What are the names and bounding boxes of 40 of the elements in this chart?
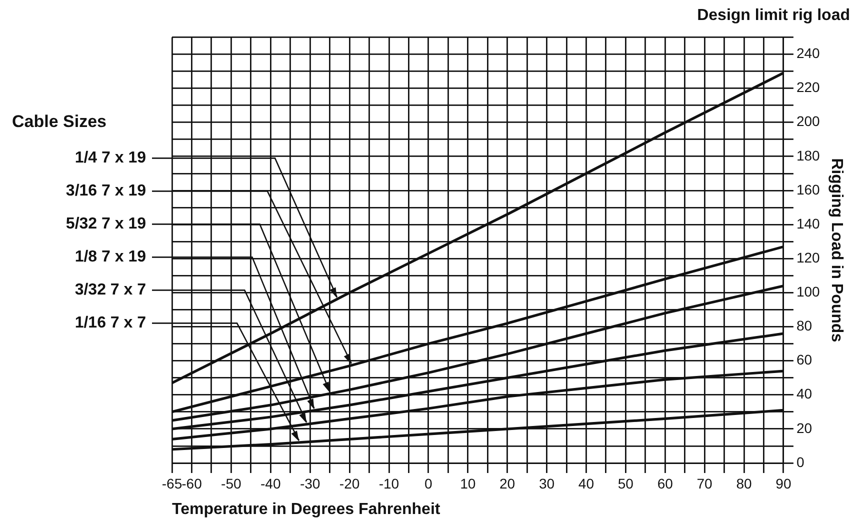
text: 5/32 7 x 19 bbox=[66, 216, 146, 233]
x-tick-label: -20 bbox=[339, 475, 360, 492]
y-tick-label: 20 bbox=[796, 420, 812, 436]
y-tick-label: 220 bbox=[796, 79, 820, 96]
y-tick-label: 200 bbox=[796, 113, 820, 130]
text: 3/16 7 x 19 bbox=[66, 182, 146, 200]
x-tick-label: 70 bbox=[696, 475, 713, 492]
chart-title: Design limit rig load bbox=[697, 7, 850, 24]
x-tick-label: 90 bbox=[776, 475, 792, 492]
x-tick-label: 40 bbox=[578, 475, 594, 492]
text: 1/8 7 x 19 bbox=[74, 248, 146, 266]
y-tick-label: 100 bbox=[796, 284, 820, 300]
text: 1/4 7 x 19 bbox=[74, 150, 146, 167]
x-tick-label: -65 bbox=[162, 475, 182, 492]
y-tick-label: 180 bbox=[796, 147, 820, 164]
x-tick-label: -50 bbox=[221, 475, 242, 492]
x-axis-title: Temperature in Degrees Fahrenheit bbox=[172, 500, 441, 518]
y-tick-label: 140 bbox=[796, 215, 820, 232]
y-tick-label: 240 bbox=[796, 45, 820, 62]
x-tick-label: 30 bbox=[538, 475, 555, 492]
x-tick-label: -60 bbox=[182, 475, 202, 492]
x-tick-label: 60 bbox=[657, 475, 674, 492]
x-tick-label: 10 bbox=[460, 475, 476, 492]
y-tick-label: 60 bbox=[796, 352, 812, 368]
y-tick-label: 160 bbox=[796, 181, 820, 198]
x-tick-label: -10 bbox=[378, 475, 400, 492]
y-tick-label: 80 bbox=[796, 318, 812, 334]
x-tick-label: 80 bbox=[736, 475, 752, 492]
text: 1/16 7 x 7 bbox=[74, 314, 146, 332]
y-axis-title: Rigging Load in Pounds bbox=[828, 158, 845, 342]
x-tick-label: 20 bbox=[500, 475, 516, 492]
text: 3/32 7 x 7 bbox=[74, 282, 146, 299]
x-tick-label: -30 bbox=[300, 475, 320, 492]
y-tick-label: 0 bbox=[796, 454, 804, 470]
x-tick-label: 0 bbox=[424, 475, 433, 492]
x-tick-label: 50 bbox=[618, 475, 634, 492]
y-tick-label: 40 bbox=[796, 386, 812, 402]
legend-title: Cable Sizes bbox=[12, 112, 106, 131]
x-tick-label: -40 bbox=[260, 475, 281, 492]
y-tick-label: 120 bbox=[796, 249, 820, 266]
